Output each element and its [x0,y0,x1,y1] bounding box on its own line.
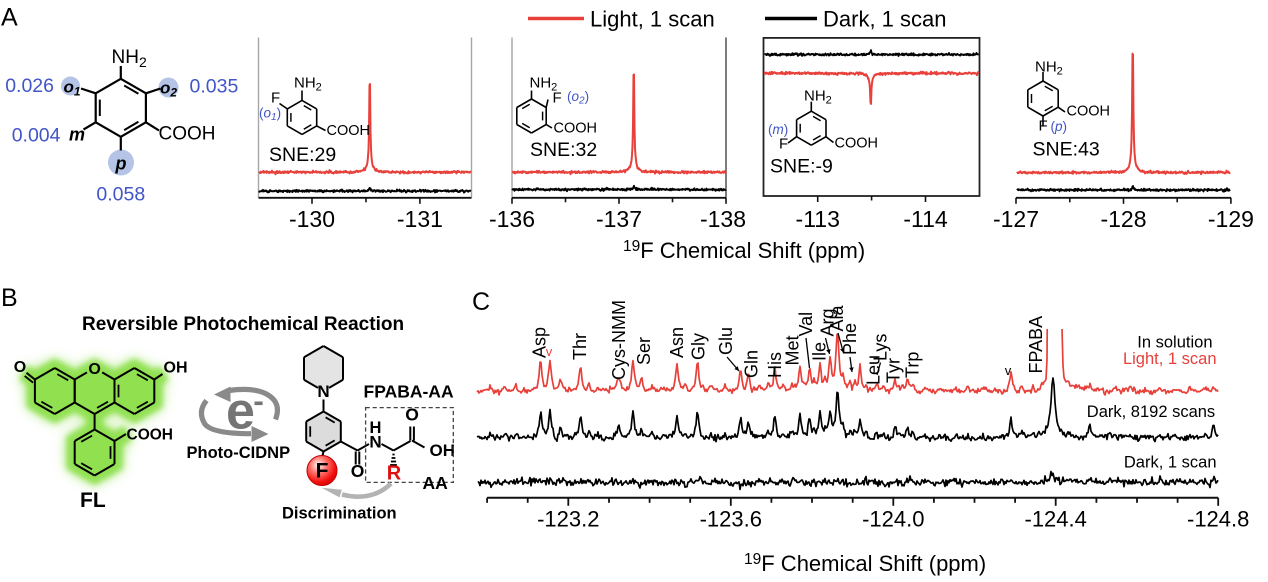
svg-text:O: O [14,359,26,376]
svg-text:(m): (m) [768,122,788,137]
svg-text:COOH: COOH [554,121,598,137]
svg-text:Discrimination: Discrimination [282,505,397,523]
svg-text:Cys-NMM: Cys-NMM [609,300,629,380]
svg-text:Gly: Gly [689,333,709,360]
svg-text:Ile: Ile [810,342,830,361]
svg-text:Phe: Phe [840,323,860,355]
svg-text:-124.8: -124.8 [1187,507,1249,532]
svg-text:F: F [553,90,562,107]
svg-text:His: His [765,352,785,378]
svg-text:COOH: COOH [327,123,371,139]
svg-text:F: F [779,136,788,153]
svg-text:N: N [317,382,329,401]
svg-text:m: m [69,125,85,145]
svg-text:COOH: COOH [1067,104,1111,120]
svg-text:Val: Val [796,312,816,337]
svg-text:FL: FL [80,489,106,512]
svg-text:p: p [115,154,127,174]
svg-text:AA: AA [423,473,449,493]
svg-text:OH: OH [164,360,188,377]
svg-text:Glu: Glu [716,327,736,355]
svg-text:Light, 1 scan: Light, 1 scan [1123,350,1217,368]
svg-text:Thr: Thr [570,333,590,360]
svg-text:-138: -138 [700,206,746,232]
svg-text:A: A [1,4,18,32]
svg-text:R: R [387,463,402,485]
svg-text:(o2): (o2) [567,89,589,107]
svg-text:-136: -136 [489,206,535,232]
svg-text:COOH: COOH [835,136,879,152]
svg-text:19F Chemical Shift (ppm): 19F Chemical Shift (ppm) [623,238,865,263]
svg-text:0.004: 0.004 [12,125,61,147]
svg-text:Ser: Ser [634,337,654,365]
svg-text:O: O [351,461,365,481]
svg-text:Leu: Leu [864,355,884,385]
svg-text:-114: -114 [903,206,948,232]
svg-text:v: v [546,344,553,359]
svg-text:SNE:29: SNE:29 [269,144,336,166]
svg-text:-113: -113 [796,206,840,232]
svg-text:-124.4: -124.4 [1025,507,1087,532]
svg-text:19F Chemical Shift (ppm): 19F Chemical Shift (ppm) [744,551,986,576]
svg-text:O: O [88,361,100,378]
svg-text:SNE:43: SNE:43 [1033,139,1100,161]
svg-text:Trp: Trp [903,352,923,378]
svg-text:SNE:-9: SNE:-9 [770,156,833,178]
svg-text:-137: -137 [596,206,642,232]
svg-text:0.035: 0.035 [190,76,239,98]
svg-text:Asp: Asp [530,327,550,358]
svg-text:Ala: Ala [827,304,847,331]
svg-text:FPABA-AA: FPABA-AA [364,382,454,402]
svg-text:v: v [1005,363,1012,378]
svg-text:COOH: COOH [159,124,216,145]
svg-text:F: F [316,460,329,483]
svg-text:(o1): (o1) [259,106,281,124]
svg-text:NH2: NH2 [530,75,558,94]
svg-text:SNE:32: SNE:32 [530,139,597,161]
svg-text:-131: -131 [397,206,443,232]
svg-text:-123.6: -123.6 [700,507,762,532]
svg-text:N: N [369,433,381,452]
svg-text:H: H [370,419,382,437]
svg-text:-128: -128 [1100,206,1146,232]
svg-text:-127: -127 [993,206,1039,232]
svg-text:O: O [405,405,419,425]
svg-text:e: e [226,383,255,441]
svg-text:-130: -130 [289,206,335,232]
svg-text:Light, 1 scan: Light, 1 scan [590,7,715,32]
svg-text:COOH: COOH [127,427,174,444]
svg-text:FPABA: FPABA [1026,316,1046,374]
svg-text:OH: OH [430,441,456,460]
svg-text:Asn: Asn [667,327,687,358]
svg-text:NH2: NH2 [1035,59,1063,78]
svg-text:Arg: Arg [818,308,838,336]
svg-text:0.026: 0.026 [5,75,54,97]
svg-text:F: F [271,90,280,107]
svg-text:0.058: 0.058 [96,184,145,206]
svg-text:C: C [472,288,490,316]
svg-text:-124.0: -124.0 [862,507,924,532]
svg-text:NH2: NH2 [804,88,832,107]
svg-text:Lys: Lys [871,334,891,361]
svg-text:Gln: Gln [742,350,762,378]
svg-text:Reversible Photochemical React: Reversible Photochemical Reaction [82,314,404,335]
svg-text:F: F [1039,118,1048,135]
svg-text:Dark, 1 scan: Dark, 1 scan [823,7,947,32]
svg-text:(p): (p) [1051,119,1068,134]
svg-text:Dark, 1 scan: Dark, 1 scan [1124,454,1217,472]
svg-text:NH2: NH2 [112,47,147,70]
svg-text:Tyr: Tyr [884,358,904,383]
svg-text:Met: Met [783,335,803,365]
svg-text:B: B [1,284,18,312]
svg-text:-123.2: -123.2 [537,507,599,532]
svg-text:-129: -129 [1208,206,1254,232]
svg-text:NH2: NH2 [294,75,322,94]
svg-text:Dark, 8192 scans: Dark, 8192 scans [1087,403,1215,421]
svg-text:In solution: In solution [1137,334,1212,352]
svg-text:Photo-CIDNP: Photo-CIDNP [187,444,291,462]
